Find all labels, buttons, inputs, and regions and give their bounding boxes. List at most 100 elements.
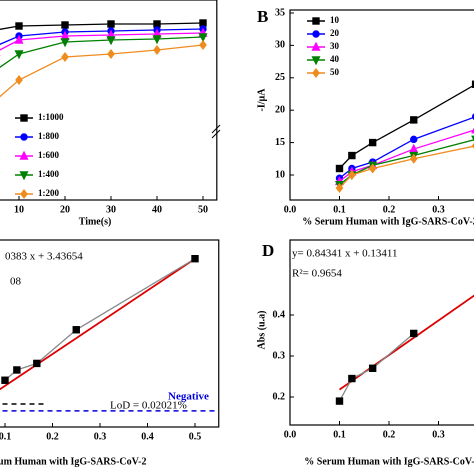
equation: 0383 x + 3.43654 <box>5 251 83 263</box>
legend-label: 1:400 <box>38 169 59 179</box>
r-squared: 08 <box>10 276 22 288</box>
legend-label: 40 <box>330 54 340 64</box>
y-tick-label: 10 <box>275 169 285 180</box>
point <box>107 20 115 28</box>
fit-line <box>0 257 196 391</box>
y-tick-label: 35 <box>275 7 285 18</box>
plot-frame <box>0 0 218 201</box>
point <box>368 138 377 147</box>
legend-marker <box>311 56 321 66</box>
x-tick-label: 0.1 <box>333 204 346 215</box>
x-tick-label: 0.1 <box>0 431 11 442</box>
legend-label: 30 <box>330 41 340 51</box>
point <box>15 74 23 86</box>
point <box>61 51 69 63</box>
legend-label: 1:200 <box>38 188 59 198</box>
y-tick-label: 20 <box>275 104 285 115</box>
legend-marker <box>20 133 28 141</box>
panel: 0.0 0.1 0.2 0.3 0.2 0.3 0.4 % Serum Human with … <box>256 239 474 467</box>
point <box>72 326 80 334</box>
point <box>471 80 474 88</box>
point <box>198 33 208 43</box>
x-tick-label: 40 <box>152 204 162 215</box>
y-axis-label: -I/μA <box>256 88 267 112</box>
x-axis-label: Time(s) <box>79 216 112 227</box>
equation: y= 0.84341 x + 0.13411 <box>292 248 398 260</box>
x-tick-label: 10 <box>14 204 24 215</box>
y-axis-label: Abs (u.a) <box>256 311 267 350</box>
legend-marker <box>19 150 29 160</box>
panel-label: D <box>262 241 274 260</box>
reference-label: LoD = 0.02021% <box>110 400 187 412</box>
x-tick-label: 50 <box>198 204 208 215</box>
y-tick-label: 25 <box>275 72 285 83</box>
panel: 0.0 0.1 0.2 0.3 10 15 20 25 30 35 % Serum Human wi… <box>256 7 474 227</box>
panel-label: B <box>257 7 268 26</box>
point <box>106 36 116 46</box>
legend-label: 50 <box>330 67 340 77</box>
x-axis-label: Serum Human with IgG-SARS-CoV-2 <box>0 456 146 467</box>
point <box>335 397 344 405</box>
legend-label: 1:800 <box>38 131 59 141</box>
legend-marker <box>20 114 28 122</box>
point <box>348 169 356 181</box>
point <box>368 364 377 372</box>
x-tick-label: 0.0 <box>284 204 297 215</box>
point <box>152 35 162 45</box>
point <box>153 44 161 56</box>
connector-line <box>338 332 415 402</box>
series-line <box>0 22 204 30</box>
plot-frame <box>289 9 474 201</box>
point <box>410 135 418 144</box>
point <box>60 38 70 48</box>
y-tick-label: 0.3 <box>273 350 286 361</box>
point <box>410 329 418 338</box>
y-tick-label: 0.2 <box>273 391 286 402</box>
point <box>348 151 356 160</box>
x-tick-label: 20 <box>60 204 70 215</box>
x-tick-label: 0.2 <box>383 204 396 215</box>
x-tick-label: 0.2 <box>383 429 396 440</box>
x-tick-label: 0.5 <box>189 431 202 442</box>
point <box>199 39 207 51</box>
point <box>1 376 9 384</box>
x-tick-label: 30 <box>106 204 116 215</box>
legend-marker <box>19 171 29 181</box>
legend-label: 1:1000 <box>38 112 64 122</box>
point <box>107 48 115 60</box>
x-axis-label: % Serum Human with IgG-SARS-CoV-2 <box>304 456 474 467</box>
point <box>14 34 24 44</box>
point <box>15 22 23 30</box>
point <box>335 182 344 193</box>
point <box>409 153 418 164</box>
x-axis-label: % Serum Human with IgG-SARS-CoV-2 <box>302 216 474 227</box>
x-tick-label: 0.3 <box>94 431 107 442</box>
series-line <box>339 129 474 182</box>
x-tick-label: 0.0 <box>284 429 297 440</box>
x-tick-label: 0.3 <box>432 204 445 215</box>
point <box>199 19 207 27</box>
x-tick-label: 0.3 <box>432 429 445 440</box>
series-line <box>339 139 474 186</box>
point <box>348 374 356 383</box>
series-line <box>339 84 474 169</box>
point <box>410 116 418 124</box>
point <box>191 255 199 263</box>
legend-label: 10 <box>330 15 340 25</box>
point <box>33 359 41 368</box>
reference-label: Negative <box>168 390 209 402</box>
legend-marker <box>312 17 320 25</box>
x-tick-label: 0.1 <box>333 429 346 440</box>
y-tick-label: 15 <box>275 137 285 148</box>
series-line <box>0 32 204 51</box>
series-line <box>0 36 204 69</box>
y-tick-label: 30 <box>275 40 285 51</box>
x-tick-label: 0.2 <box>46 431 59 442</box>
legend-label: 20 <box>330 28 340 38</box>
y-tick-label: 0.4 <box>273 309 286 320</box>
legend-marker <box>20 188 28 200</box>
x-tick-label: 0.4 <box>141 431 154 442</box>
point <box>13 366 21 374</box>
point <box>14 50 24 60</box>
